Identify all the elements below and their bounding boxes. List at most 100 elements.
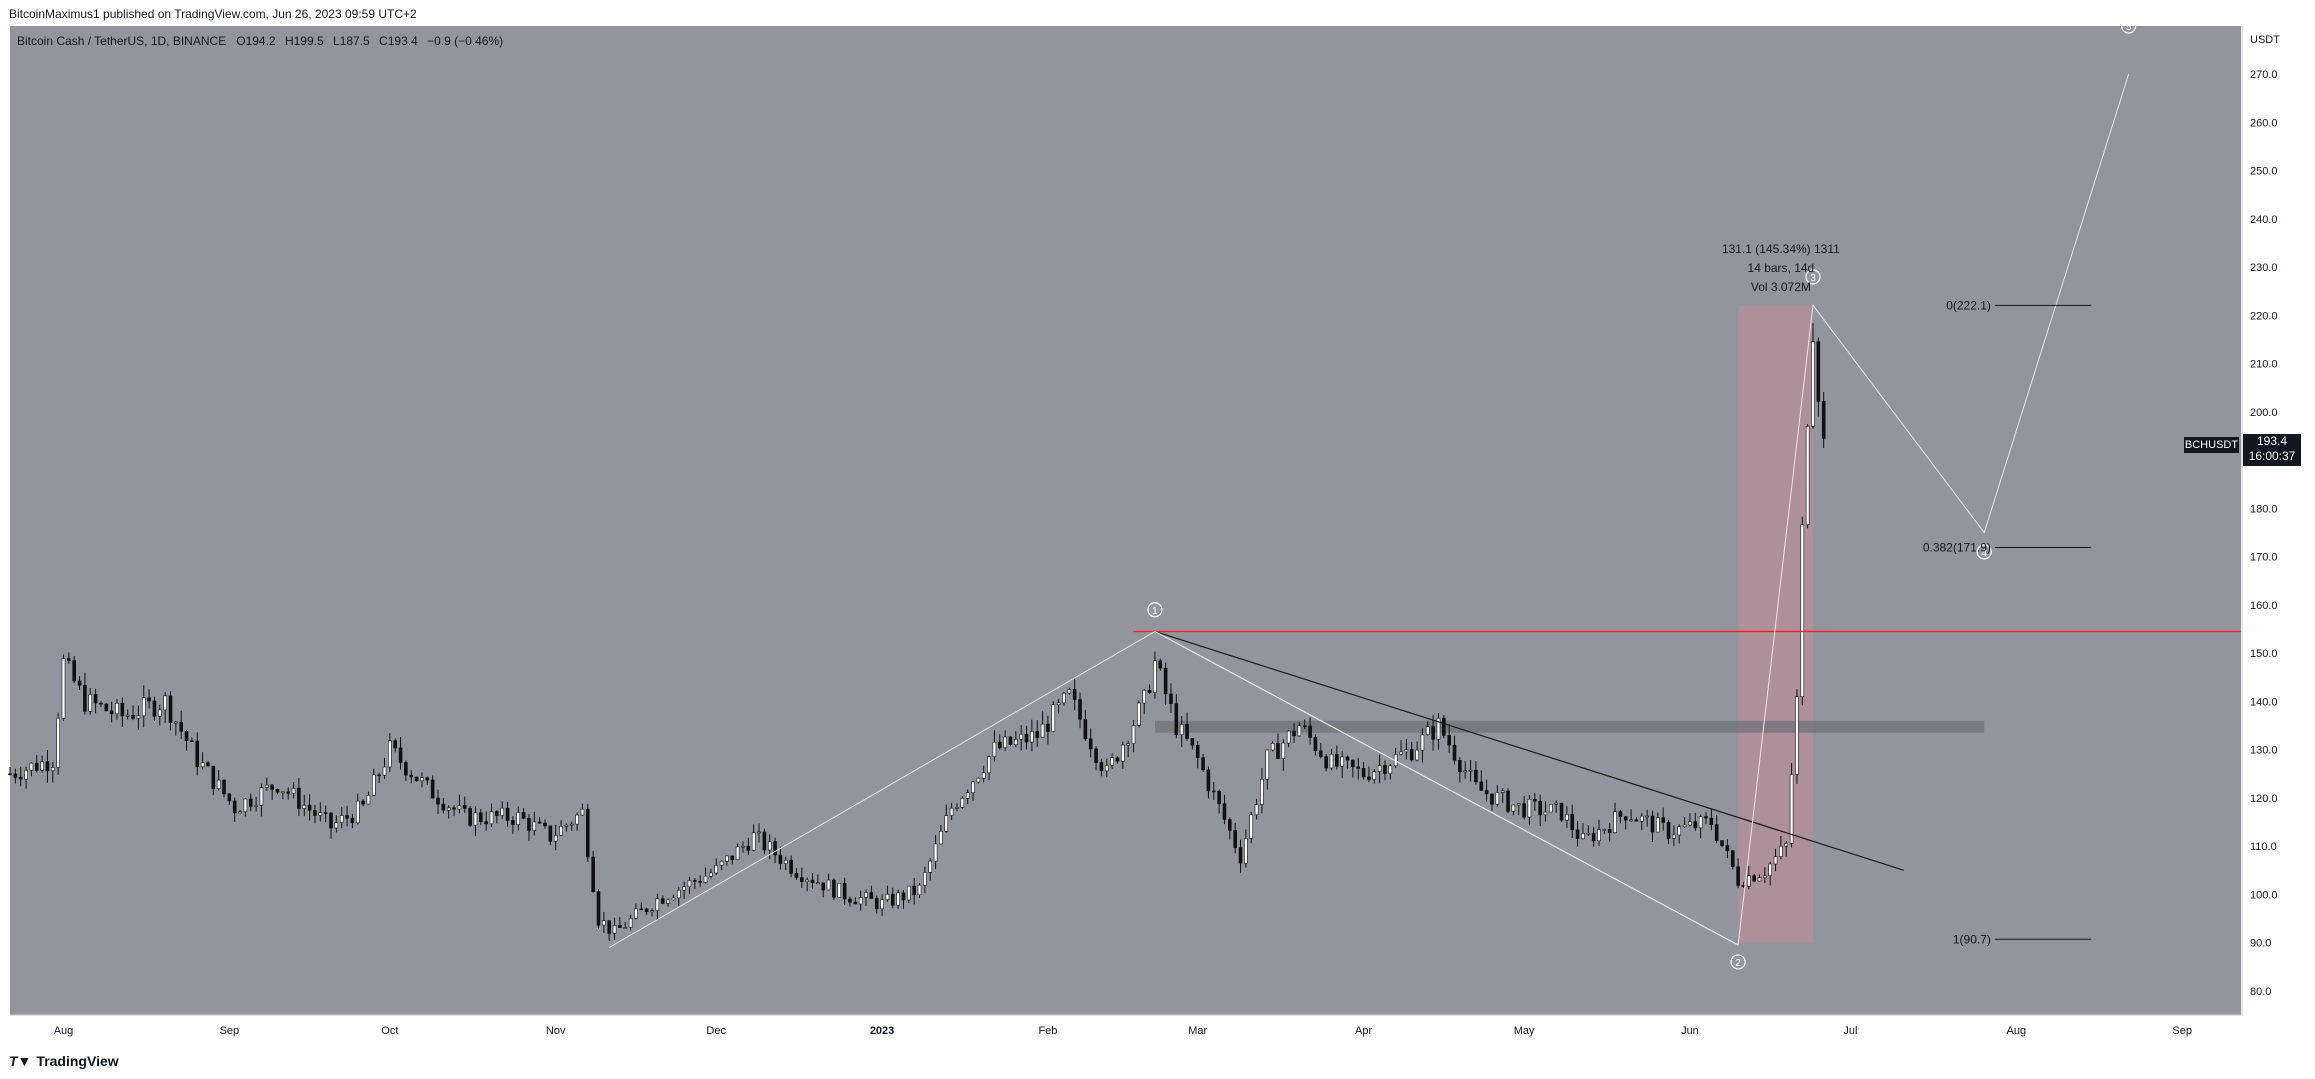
time-tick-label: Jun [1681,1025,1699,1037]
candle-body [1527,798,1532,818]
candle-body [997,741,1002,749]
candle-body [1153,660,1157,693]
candle-body [109,710,114,715]
candle-body [762,831,767,851]
candle-body [1420,734,1425,751]
wave-count-label: 2 [1735,958,1741,969]
candle-body [1121,744,1125,762]
candle-body [1040,723,1045,738]
candle-body [1201,757,1205,771]
candle-body [874,898,879,910]
candle-body [725,855,729,862]
candle-body [939,831,943,845]
price-tick-label: 210.0 [2250,359,2278,371]
candle-body [120,702,125,717]
candle-body [1768,863,1772,877]
candle-body [420,777,424,782]
candle-body [1714,824,1719,841]
candle-body [1634,819,1639,822]
candle-body [618,924,622,928]
symbol-legend: Bitcoin Cash / TetherUS, 1D, BINANCE O19… [17,34,509,48]
candle-body [232,800,237,814]
candle-body [13,773,18,778]
candle-body [1773,856,1778,865]
candle-body [1522,803,1526,818]
candle-body [837,882,842,898]
candle-body [1672,834,1676,839]
candle-body [553,835,558,842]
candle-body [441,803,446,811]
candle-body [1356,766,1361,769]
candle-body [56,718,60,768]
candle-body [650,910,654,913]
candle-body [329,812,333,829]
measurement-label-line1: 131.1 (145.34%) 1311 [1722,242,1840,256]
candle-body [18,777,23,780]
candle-body [1725,845,1730,852]
candle-body [1313,737,1318,752]
candle-body [1260,778,1264,805]
price-tick-label: 100.0 [2250,889,2278,901]
candle-body [1597,829,1601,842]
candle-body [1179,723,1184,736]
candle-body [1276,743,1280,760]
candle-body [709,872,713,877]
candle-body [147,697,151,702]
chart-pane[interactable] [10,26,2241,1015]
candle-body [382,766,387,776]
price-tick-label: 80.0 [2250,986,2271,998]
wave-count-marker [1730,954,1746,970]
candle-body [537,821,542,824]
candle-body [136,715,141,719]
candle-body [1163,667,1168,695]
time-tick-label: Mar [1188,1025,1207,1037]
wave-count-label: 3 [1810,273,1816,284]
candle-body [1591,832,1596,842]
candle-body [1254,804,1259,816]
candle-body [1072,689,1077,700]
candle-body [222,779,226,795]
candle-body [858,897,863,905]
candle-body [778,854,783,864]
tradingview-logo[interactable]: T▼ TradingView [9,1053,119,1069]
candle-body [602,920,606,926]
candle-body [1104,765,1109,772]
candle-body [1014,739,1018,745]
candle-body [671,897,676,901]
candle-body [425,777,430,781]
candle-body [174,721,178,724]
candle-body [1549,803,1553,813]
candle-body [1538,800,1542,816]
candle-body [238,811,242,814]
candle-body [1099,762,1104,772]
candle-body [1361,768,1366,778]
candle-body [1586,832,1591,835]
candle-body [890,893,895,906]
symbol-name[interactable]: Bitcoin Cash / TetherUS, 1D, BINANCE [17,34,227,48]
candle-body [248,798,253,807]
price-tick-label: 230.0 [2250,262,2278,274]
candle-body [516,812,521,825]
candle-body [1474,769,1478,783]
measurement-label-line3: Vol 3.072M [1751,280,1811,294]
price-tick-label: 270.0 [2250,69,2278,81]
candle-body [612,924,617,934]
candle-body [527,817,531,831]
price-axis [2243,26,2315,1015]
candle-body [741,845,745,848]
candle-body [751,832,756,851]
candle-body [1302,725,1307,728]
candle-body [1495,792,1500,805]
candle-body [1623,816,1628,821]
candle-body [928,860,933,873]
candle-body [462,805,467,809]
candle-body [1789,774,1794,844]
candle-body [1056,702,1061,705]
candle-body [1442,717,1446,736]
candle-body [72,660,77,682]
candle-body [1035,731,1040,738]
candle-body [644,908,649,913]
candle-body [1666,822,1671,839]
candle-body [1078,699,1082,720]
candle-body [168,695,173,723]
